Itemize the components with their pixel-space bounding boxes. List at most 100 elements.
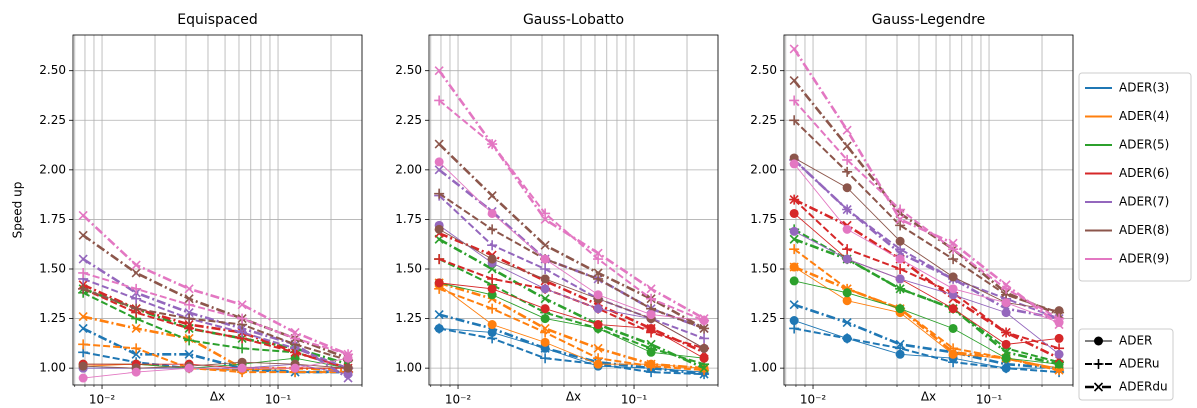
marker xyxy=(895,254,905,264)
x-tick-label: 10⁻² xyxy=(89,393,116,407)
marker xyxy=(789,276,799,286)
marker xyxy=(842,333,853,344)
series-line xyxy=(793,163,1060,323)
subplot-title: Gauss-Legendre xyxy=(872,12,985,28)
marker xyxy=(131,268,141,278)
marker xyxy=(1054,333,1064,343)
marker xyxy=(487,333,498,344)
legend-label: ADER(7) xyxy=(1119,195,1169,209)
marker xyxy=(1001,339,1011,349)
series-line xyxy=(438,192,705,330)
marker xyxy=(948,238,958,248)
marker xyxy=(540,263,551,274)
series-line xyxy=(438,281,705,370)
marker xyxy=(646,359,656,369)
marker xyxy=(789,195,799,205)
marker xyxy=(290,327,300,338)
marker xyxy=(699,333,710,344)
y-tick-label: 1.75 xyxy=(395,212,422,226)
marker xyxy=(237,300,247,310)
y-tick-label: 1.50 xyxy=(750,261,777,275)
marker xyxy=(593,353,604,364)
marker xyxy=(434,66,444,76)
series-line xyxy=(438,69,705,320)
series-line xyxy=(438,228,705,349)
marker xyxy=(78,361,88,371)
marker xyxy=(593,304,603,314)
marker xyxy=(895,284,905,294)
marker xyxy=(948,357,959,368)
marker xyxy=(789,262,799,272)
series-line xyxy=(438,287,705,372)
marker xyxy=(842,254,852,264)
marker xyxy=(789,76,799,86)
marker xyxy=(434,323,445,334)
legend-marker xyxy=(1093,382,1104,392)
marker xyxy=(842,154,853,165)
marker xyxy=(646,323,656,334)
marker xyxy=(78,339,89,350)
marker xyxy=(789,95,800,106)
marker xyxy=(343,373,353,383)
marker xyxy=(699,314,709,324)
x-tick-label: 10⁻¹ xyxy=(976,393,1003,407)
marker xyxy=(184,308,194,318)
legend-label: ADER xyxy=(1119,334,1152,348)
series-line xyxy=(439,282,705,359)
marker xyxy=(1054,313,1065,324)
marker xyxy=(540,304,550,314)
y-tick-label: 2.50 xyxy=(750,63,777,77)
legend-marker xyxy=(1093,359,1104,369)
series-line xyxy=(793,119,1060,314)
legend-box xyxy=(1078,72,1192,282)
y-axis-label: Speed up xyxy=(11,182,25,239)
marker xyxy=(434,224,444,234)
marker xyxy=(78,254,88,264)
marker xyxy=(789,244,800,255)
marker xyxy=(343,363,353,373)
marker xyxy=(789,208,799,218)
series-line xyxy=(793,265,1060,372)
marker xyxy=(895,214,905,224)
marker xyxy=(842,166,853,177)
series-line xyxy=(793,198,1060,360)
marker xyxy=(78,210,88,221)
marker xyxy=(78,267,89,278)
marker xyxy=(789,159,799,169)
axes-frame xyxy=(428,34,719,386)
series-line xyxy=(793,158,1060,320)
marker xyxy=(540,274,550,284)
marker xyxy=(699,343,709,353)
y-tick-label: 1.00 xyxy=(395,361,422,375)
series-line xyxy=(83,363,349,369)
marker xyxy=(343,349,353,359)
y-tick-label: 1.25 xyxy=(39,311,66,325)
marker xyxy=(78,373,88,383)
y-tick-label: 2.00 xyxy=(395,162,422,176)
axes-frame xyxy=(72,34,363,386)
y-tick-label: 1.50 xyxy=(395,261,422,275)
plot-area xyxy=(789,44,1065,378)
marker xyxy=(948,349,958,359)
legend-label: ADERdu xyxy=(1119,380,1168,394)
legend-label: ADER(3) xyxy=(1119,81,1169,95)
marker xyxy=(842,317,852,328)
marker xyxy=(487,284,497,294)
series-line xyxy=(438,238,705,370)
y-tick-label: 2.00 xyxy=(39,162,66,176)
marker xyxy=(434,310,444,320)
y-tick-label: 1.75 xyxy=(750,212,777,226)
y-tick-label: 1.25 xyxy=(395,311,422,325)
marker xyxy=(842,244,853,255)
x-axis-label: Δx xyxy=(566,390,581,404)
y-tick-label: 2.50 xyxy=(39,63,66,77)
marker xyxy=(131,349,141,359)
marker xyxy=(789,226,799,236)
x-tick-label: 10⁻¹ xyxy=(265,393,292,407)
series-line xyxy=(793,238,1060,366)
plot-area xyxy=(434,66,710,380)
marker xyxy=(895,263,906,274)
series-line xyxy=(82,272,349,356)
marker xyxy=(131,343,142,354)
legend-label: ADER(5) xyxy=(1119,138,1169,152)
